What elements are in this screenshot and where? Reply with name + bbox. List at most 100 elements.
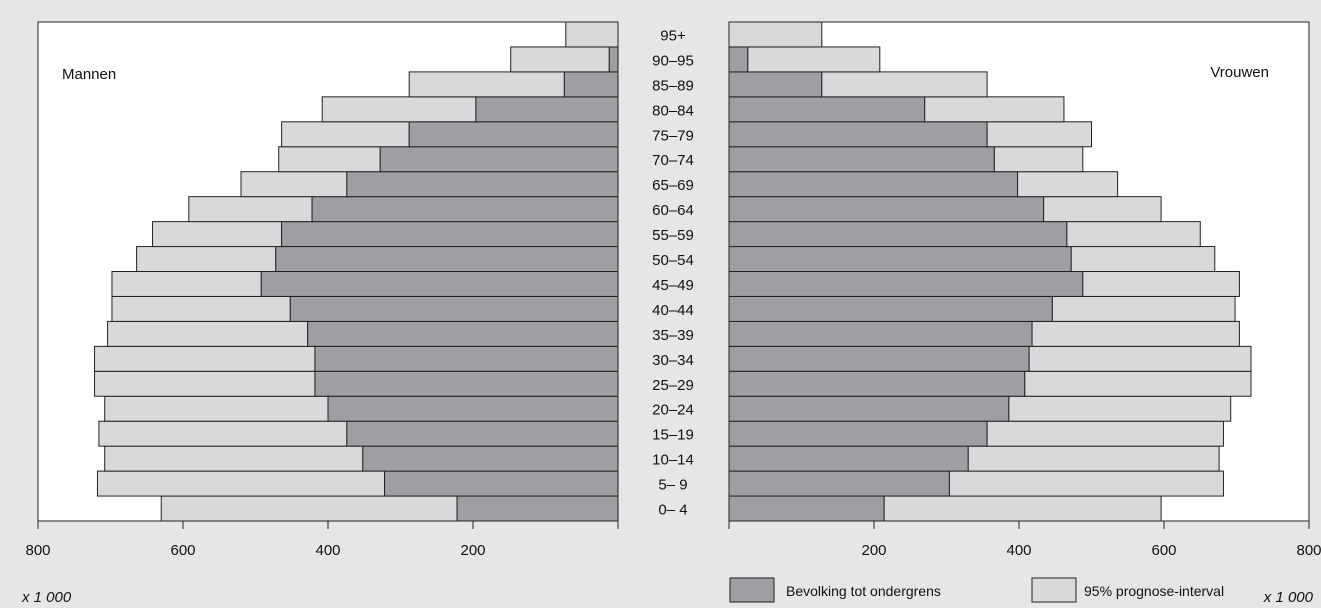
age-group-label: 15–19: [652, 427, 694, 444]
axes: 800 600 400 200 200 400 600 800: [25, 520, 1321, 559]
women-axis-tick-label: 600: [1151, 542, 1176, 559]
women-lower-bound-bar: [728, 370, 1026, 397]
age-group-label: 45–49: [652, 277, 694, 294]
legend-label-interval: 95% prognose-interval: [1084, 583, 1224, 599]
women-interval-bar: [1051, 295, 1236, 322]
men-lower-bound-bar: [384, 470, 619, 497]
men-lower-bound-bar: [362, 445, 619, 472]
women-axis-tick-label: 400: [1006, 542, 1031, 559]
age-group-label: 90–95: [652, 52, 694, 69]
men-axis-tick-label: 800: [25, 542, 50, 559]
women-axis-tick-label: 800: [1296, 542, 1321, 559]
women-lower-bound-bar: [728, 121, 988, 148]
age-group-label: 35–39: [652, 327, 694, 344]
men-lower-bound-bar: [608, 46, 619, 73]
age-group-label: 60–64: [652, 202, 694, 219]
women-interval-bar: [1043, 196, 1162, 223]
men-axis-tick-label: 600: [170, 542, 195, 559]
age-group-label: 25–29: [652, 377, 694, 394]
women-lower-bound-bar: [728, 295, 1053, 322]
women-lower-bound-bar: [728, 271, 1084, 297]
men-lower-bound-bar: [346, 420, 619, 447]
age-group-label: 5– 9: [658, 477, 687, 494]
men-interval-bar: [111, 295, 291, 322]
men-lower-bound-bar: [281, 221, 619, 248]
women-lower-bound-bar: [728, 470, 950, 497]
men-lower-bound-bar: [275, 246, 619, 273]
age-group-label: 40–44: [652, 302, 694, 319]
women-interval-bar: [948, 470, 1224, 497]
age-group-label: 80–84: [652, 102, 694, 119]
women-lower-bound-bar: [728, 495, 885, 522]
women-lower-bound-bar: [728, 196, 1045, 223]
men-label: Mannen: [62, 66, 116, 83]
women-lower-bound-bar: [728, 96, 926, 123]
women-interval-bar: [1066, 221, 1201, 248]
men-interval-bar: [104, 395, 329, 422]
men-interval-bar: [136, 246, 277, 273]
legend-swatch-interval: [1031, 577, 1077, 603]
bars: [94, 21, 1252, 522]
women-lower-bound-bar: [728, 420, 988, 447]
women-lower-bound-bar: [728, 71, 823, 98]
women-lower-bound-bar: [728, 171, 1019, 198]
women-interval-bar: [924, 96, 1065, 123]
women-interval-bar: [1008, 395, 1232, 422]
men-lower-bound-bar: [289, 295, 619, 322]
age-group-labels: 0– 4 5– 9 10–14 15–19 20–24 25–29 30–34 35–39 40…: [652, 27, 694, 518]
legend-label-lower-bound: Bevolking tot ondergrens: [786, 583, 941, 599]
women-interval-bar: [1031, 320, 1240, 347]
women-interval-bar: [728, 21, 823, 48]
men-interval-bar: [240, 171, 348, 198]
men-interval-bar: [278, 146, 381, 173]
men-interval-bar: [107, 320, 309, 347]
women-axis-tick-label: 200: [861, 542, 886, 559]
men-lower-bound-bar: [307, 320, 619, 347]
men-lower-bound-bar: [456, 495, 619, 522]
men-interval-bar: [111, 271, 262, 297]
age-group-label: 50–54: [652, 252, 694, 269]
left-unit-label: x 1 000: [21, 589, 72, 606]
men-lower-bound-bar: [327, 395, 619, 422]
men-axis-tick-label: 200: [460, 542, 485, 559]
age-group-label: 85–89: [652, 77, 694, 94]
age-group-label: 55–59: [652, 227, 694, 244]
women-interval-bar: [883, 495, 1162, 522]
men-interval-bar: [160, 495, 458, 522]
men-lower-bound-bar: [314, 370, 619, 397]
women-interval-bar: [1024, 370, 1252, 397]
women-interval-bar: [1017, 171, 1119, 198]
women-interval-bar: [1028, 345, 1252, 372]
age-group-label: 10–14: [652, 452, 694, 469]
men-interval-bar: [94, 345, 316, 372]
men-lower-bound-bar: [311, 196, 619, 223]
men-interval-bar: [510, 46, 610, 73]
men-lower-bound-bar: [475, 96, 619, 123]
women-interval-bar: [747, 46, 881, 73]
women-lower-bound-bar: [728, 345, 1030, 372]
women-lower-bound-bar: [728, 320, 1033, 347]
age-group-label: 70–74: [652, 152, 694, 169]
legend-swatch-lower-bound: [729, 577, 775, 603]
women-lower-bound-bar: [728, 445, 969, 472]
women-lower-bound-bar: [728, 246, 1072, 273]
women-lower-bound-bar: [728, 221, 1068, 248]
women-interval-bar: [1070, 246, 1216, 273]
women-label: Vrouwen: [1210, 64, 1269, 81]
age-group-label: 95+: [660, 27, 686, 44]
men-lower-bound-bar: [379, 146, 619, 173]
men-interval-bar: [104, 445, 364, 472]
men-axis-tick-label: 400: [315, 542, 340, 559]
men-lower-bound-bar: [408, 121, 619, 148]
women-interval-bar: [1082, 271, 1240, 297]
men-interval-bar: [281, 121, 410, 148]
age-group-label: 30–34: [652, 352, 694, 369]
men-interval-bar: [94, 370, 316, 397]
women-interval-bar: [986, 121, 1092, 148]
men-interval-bar: [408, 71, 565, 98]
age-group-label: 0– 4: [658, 502, 687, 519]
age-group-label: 75–79: [652, 127, 694, 144]
men-interval-bar: [98, 420, 348, 447]
age-group-label: 65–69: [652, 177, 694, 194]
